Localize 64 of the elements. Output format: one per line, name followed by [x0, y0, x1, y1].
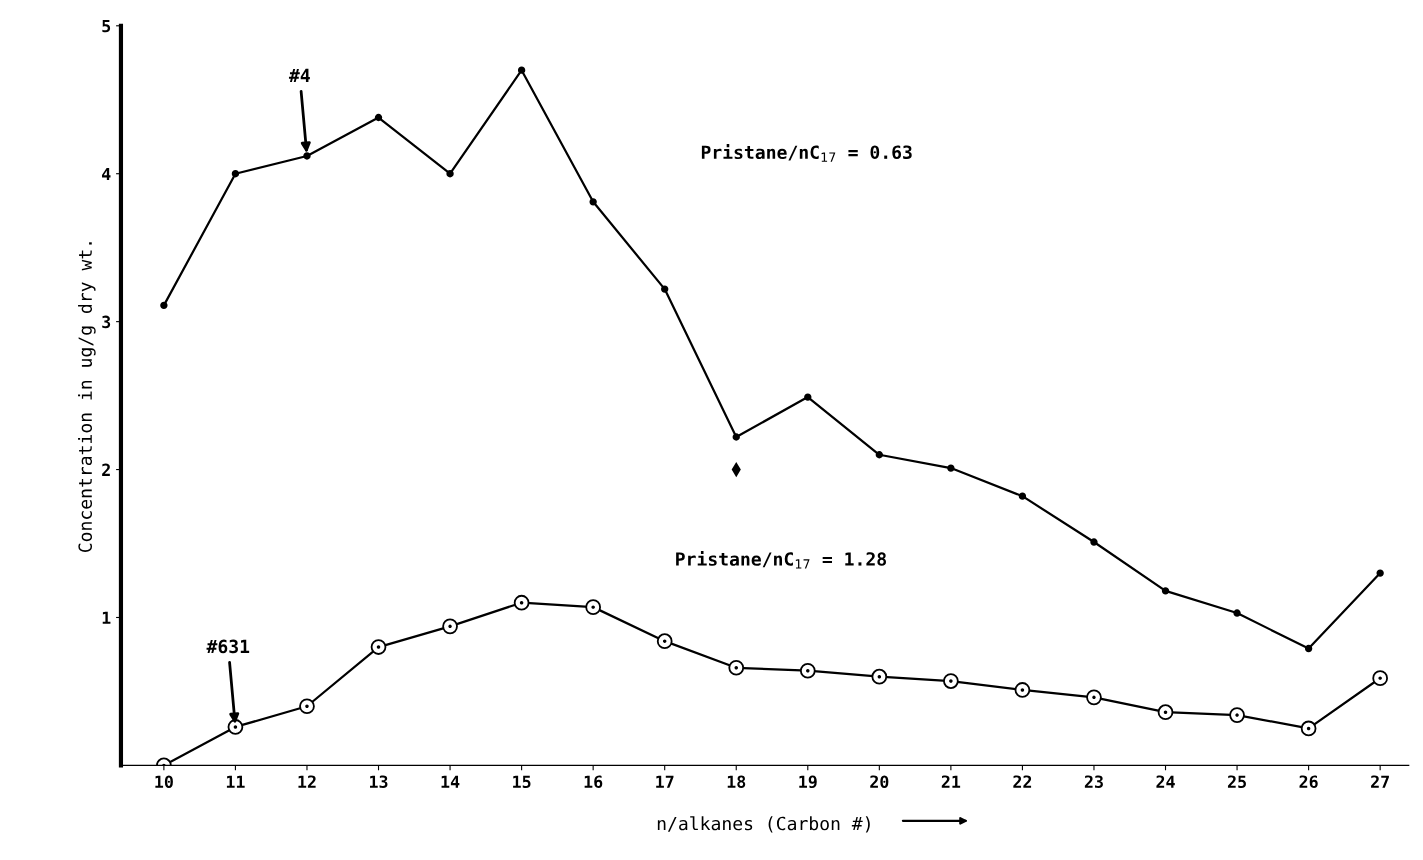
point	[513, 594, 530, 611]
point	[728, 659, 745, 676]
text: #4	[288, 68, 310, 83]
point	[374, 113, 383, 122]
point	[1233, 609, 1241, 617]
point	[1161, 587, 1170, 595]
point	[732, 433, 740, 441]
point	[947, 464, 955, 472]
point	[943, 673, 959, 689]
point	[1376, 569, 1384, 577]
point	[446, 170, 454, 178]
x-axis-title: n/alkanes (Carbon #)	[657, 816, 870, 833]
point	[1300, 720, 1317, 737]
point	[1018, 492, 1027, 500]
point	[1304, 644, 1313, 653]
point	[871, 668, 888, 685]
point	[227, 719, 244, 735]
point	[585, 599, 602, 615]
x-tick-label: 19	[799, 775, 817, 789]
x-tick-label: 25	[1227, 775, 1246, 789]
x-tick-label: 22	[1013, 775, 1032, 788]
x-tick-label: 16	[584, 775, 603, 789]
y-tick-label: 5	[102, 19, 111, 33]
x-tick-label: 15	[513, 775, 531, 789]
x-tick-label: 27	[1371, 775, 1389, 788]
x-tick-label: 13	[370, 775, 388, 789]
x-tick-label: 17	[656, 775, 674, 788]
point	[661, 285, 669, 293]
point	[1372, 670, 1389, 686]
x-tick-label: 23	[1084, 775, 1103, 789]
point	[1086, 689, 1102, 706]
y-tick-label: 3	[102, 315, 111, 329]
point	[589, 198, 597, 206]
x-tick-label: 10	[155, 775, 173, 789]
annotation: Pristane/nC$_{17}$ = 1.28	[676, 550, 886, 569]
x-tick-label: 20	[870, 775, 889, 789]
point	[160, 301, 168, 310]
x-tick-label: 11	[226, 775, 245, 788]
text: #631	[206, 639, 250, 654]
x-tick-label: 18	[727, 775, 746, 789]
x-tick-label: 14	[441, 775, 460, 788]
point	[1014, 682, 1031, 698]
y-tick-label: 4	[102, 167, 111, 181]
point	[1090, 538, 1098, 546]
x-tick-label: 21	[941, 775, 961, 788]
point	[656, 633, 673, 649]
y-tick-label: 1	[102, 611, 111, 624]
x-tick-label: 24	[1156, 775, 1175, 788]
point	[517, 66, 526, 74]
point	[370, 639, 387, 655]
point	[1157, 704, 1174, 720]
annotation: Pristane/nC$_{17}$ = 0.63	[701, 144, 912, 162]
x-tick-label: 12	[298, 775, 316, 788]
point	[231, 170, 240, 178]
point	[442, 618, 458, 635]
point	[303, 152, 311, 160]
y-tick-label: 2	[102, 463, 110, 476]
point	[804, 393, 812, 401]
point	[299, 698, 315, 715]
x-tick-label: 26	[1299, 775, 1318, 789]
y-axis-title: Concentration in ug/g dry wt.	[78, 242, 96, 552]
point	[1229, 707, 1245, 723]
point	[799, 662, 816, 679]
point	[875, 451, 884, 459]
